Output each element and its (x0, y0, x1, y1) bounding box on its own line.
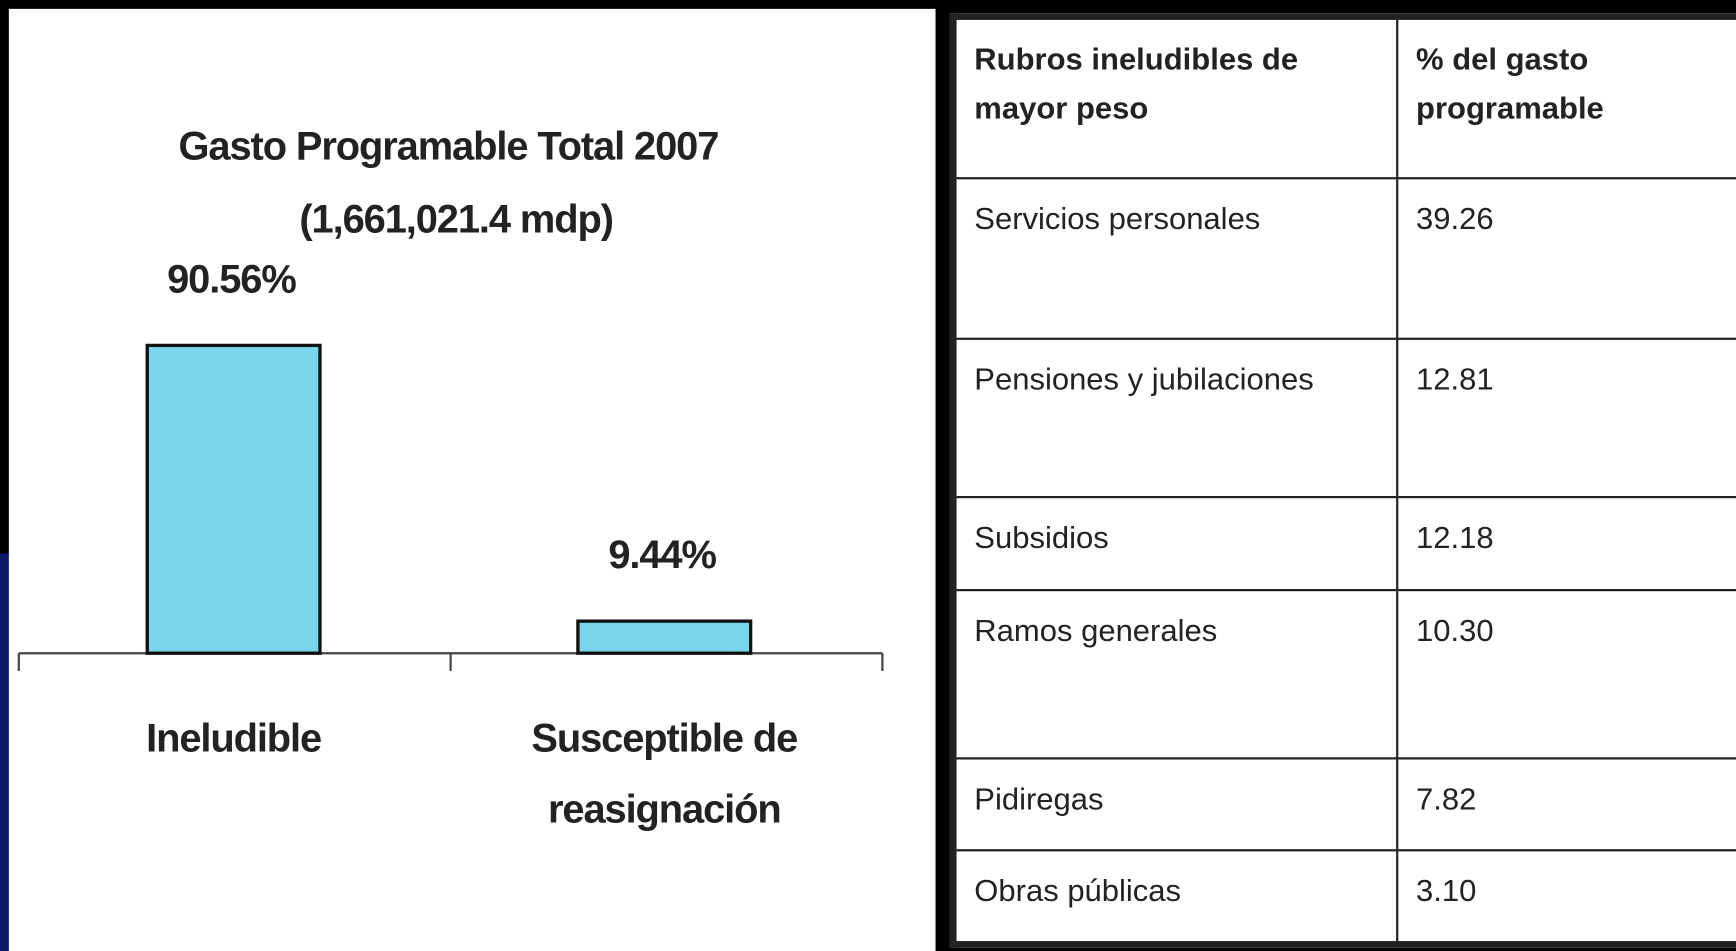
table-cell: Rubros ineludibles de mayor peso (952, 15, 1399, 180)
table-row: Ramos generales 10.30 (952, 588, 1736, 760)
chart-panel: Gasto Programable Total 2007 (1,661,021.4… (8, 8, 936, 951)
chart-subtitle: (1,661,021.4 mdp) (299, 195, 614, 242)
table-cell: 7.82 (1396, 757, 1736, 852)
table-cell: 3.10 (1396, 849, 1736, 946)
table-cell: Ramos generales (952, 588, 1399, 760)
table-cell: 12.81 (1396, 337, 1736, 499)
category-label: Ineludible (146, 715, 322, 761)
table-header: Rubros ineludibles de mayor peso% del ga… (952, 15, 1736, 180)
side-strip (0, 553, 9, 951)
table-row: Pidiregas 7.82 (952, 757, 1736, 852)
table-row: Servicios personales 39.26 (952, 177, 1736, 340)
table-cell: % del gasto programable (1396, 15, 1736, 180)
table-cell: Pidiregas (952, 757, 1399, 852)
value-label: 9.44% (608, 531, 717, 577)
table-cell: 39.26 (1396, 177, 1736, 340)
table-row: Pensiones y jubilaciones 12.81 (952, 337, 1736, 499)
table-row: Subsidios 12.18 (952, 495, 1736, 592)
chart (17, 343, 884, 671)
bar (576, 619, 753, 655)
value-label: 90.56% (167, 255, 297, 302)
chart-title: Gasto Programable Total 2007 (178, 122, 720, 169)
bar (145, 343, 322, 655)
table-row: Obras públicas 3.10 (952, 849, 1736, 946)
table: Rubros ineludibles de mayor peso% del ga… (949, 13, 1736, 948)
table-cell: 12.18 (1396, 495, 1736, 592)
table-cell: Pensiones y jubilaciones (952, 337, 1399, 499)
table-cell: 10.30 (1396, 588, 1736, 760)
table-cell: Obras públicas (952, 849, 1399, 946)
category-label: Susceptible de reasignación (531, 715, 798, 832)
table-cell: Subsidios (952, 495, 1399, 592)
table-cell: Servicios personales (952, 177, 1399, 340)
